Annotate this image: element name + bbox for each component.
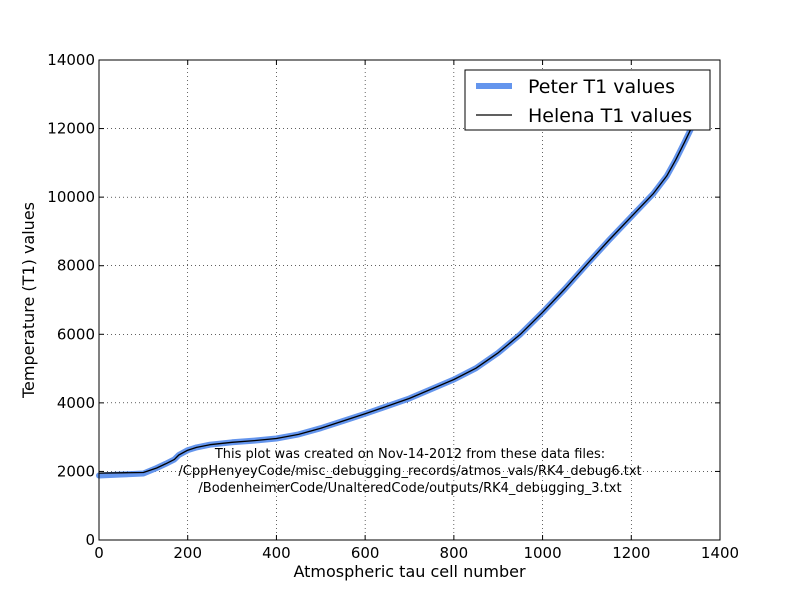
x-tick-label: 400 — [262, 544, 291, 562]
y-tick-label: 8000 — [57, 257, 95, 275]
x-tick-label: 1200 — [612, 544, 650, 562]
y-tick-label: 4000 — [57, 394, 95, 412]
x-tick-label: 200 — [173, 544, 202, 562]
y-axis-label: Temperature (T1) values — [19, 202, 38, 399]
plot-frame — [98, 59, 721, 541]
tick-labels: 0 200 400 600 800 1000 1200 1400020004000600080… — [47, 51, 739, 562]
x-tick-label: 600 — [351, 544, 380, 562]
y-tick-label: 10000 — [47, 188, 95, 206]
legend: Peter T1 values Helena T1 values — [464, 69, 711, 131]
grid — [99, 60, 720, 540]
legend-label-peter: Peter T1 values — [528, 76, 675, 98]
y-tick-label: 0 — [85, 531, 95, 549]
y-tick-label: 12000 — [47, 120, 95, 138]
x-axis-label: Atmospheric tau cell number — [293, 562, 525, 581]
plot-lines — [96, 116, 699, 479]
y-tick-label: 2000 — [57, 462, 95, 480]
legend-label-helena: Helena T1 values — [528, 105, 692, 127]
annotation-line-3: /BodenheimerCode/UnalteredCode/outputs/R… — [198, 481, 621, 496]
annotation-line-2: /CppHenyeyCode/misc_debugging_records/at… — [178, 464, 641, 479]
x-tick-label: 1400 — [701, 544, 739, 562]
x-tick-label: 800 — [440, 544, 469, 562]
y-tick-label: 6000 — [57, 325, 95, 343]
annotation-line-1: This plot was created on Nov-14-2012 fro… — [214, 447, 605, 462]
x-tick-label: 0 — [94, 544, 104, 562]
x-tick-label: 1000 — [523, 544, 561, 562]
ticks — [98, 59, 721, 541]
annotation: This plot was created on Nov-14-2012 fro… — [178, 447, 641, 496]
series-line-helena — [98, 118, 697, 474]
y-tick-label: 14000 — [47, 51, 95, 69]
legend-box — [464, 69, 711, 131]
